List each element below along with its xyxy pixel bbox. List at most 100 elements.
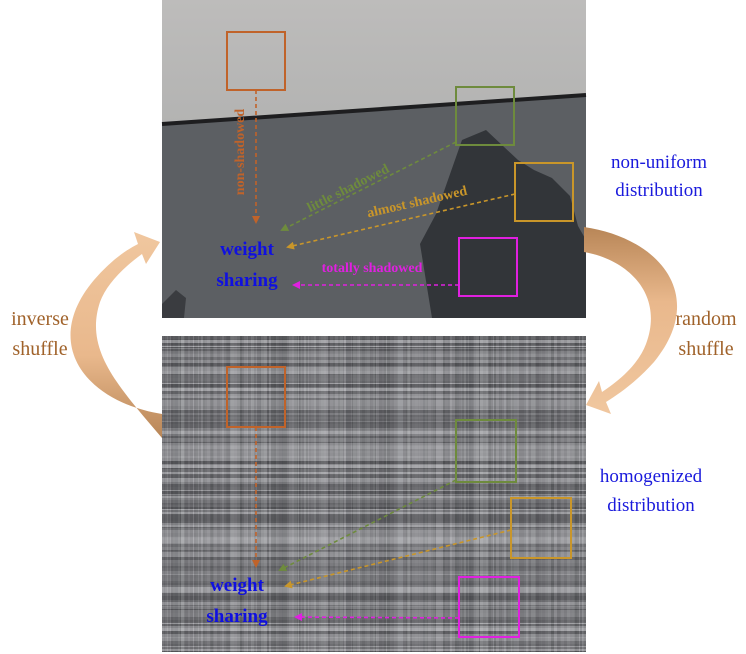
noise-row bbox=[162, 552, 586, 554]
noise-row bbox=[162, 461, 586, 464]
noise-row bbox=[162, 533, 586, 536]
noise-row bbox=[162, 543, 586, 544]
noise-row bbox=[162, 538, 586, 540]
noise-row bbox=[162, 479, 586, 482]
noise-row bbox=[162, 528, 586, 530]
noise-row bbox=[162, 354, 586, 357]
noise-row bbox=[162, 336, 586, 339]
noise-row bbox=[162, 420, 586, 421]
noise-row bbox=[162, 410, 586, 413]
noise-row bbox=[162, 465, 586, 468]
noise-row bbox=[162, 566, 586, 568]
noise-row bbox=[162, 398, 586, 400]
noise-row bbox=[162, 592, 586, 593]
noise-row bbox=[162, 557, 586, 560]
noise-row bbox=[162, 629, 586, 631]
noise-row bbox=[162, 496, 586, 498]
little-shadowed-box bbox=[455, 86, 515, 146]
sharing-label-bottom: sharing bbox=[206, 606, 268, 627]
noise-row bbox=[162, 388, 586, 391]
noise-row bbox=[162, 484, 586, 487]
noise-row bbox=[162, 403, 586, 406]
noise-row bbox=[162, 472, 586, 474]
noise-row bbox=[162, 602, 586, 605]
non-uniform-label: non-uniform bbox=[611, 152, 707, 173]
noise-row bbox=[162, 503, 586, 504]
noise-row bbox=[162, 634, 586, 637]
noise-row bbox=[162, 510, 586, 512]
shuffled-stripes bbox=[162, 336, 586, 652]
noise-row bbox=[162, 571, 586, 574]
noise-row bbox=[162, 574, 586, 575]
noise-row bbox=[162, 544, 586, 545]
noise-row bbox=[162, 609, 586, 610]
noise-row bbox=[162, 560, 586, 563]
noise-row bbox=[162, 415, 586, 417]
noise-row bbox=[162, 536, 586, 537]
noise-row bbox=[162, 523, 586, 525]
noise-row bbox=[162, 507, 586, 509]
noise-row bbox=[162, 509, 586, 510]
noise-row bbox=[162, 620, 586, 622]
random-shuffle-curved-arrow bbox=[584, 227, 678, 414]
noise-row bbox=[162, 353, 586, 354]
noise-row bbox=[162, 346, 586, 347]
noise-row bbox=[162, 647, 586, 648]
noise-row bbox=[162, 363, 586, 366]
noise-row bbox=[162, 396, 586, 398]
noise-row bbox=[162, 474, 586, 475]
noise-row bbox=[162, 422, 586, 424]
noise-row bbox=[162, 343, 586, 345]
distribution-label-bottom: distribution bbox=[607, 495, 695, 516]
noise-row bbox=[162, 624, 586, 626]
noise-row bbox=[162, 578, 586, 581]
little-shadowed-arrow-shuffled bbox=[278, 479, 457, 571]
noise-row bbox=[162, 378, 586, 381]
noise-row bbox=[162, 394, 586, 396]
noise-row bbox=[162, 348, 586, 349]
noise-row bbox=[162, 456, 586, 458]
noise-row bbox=[162, 554, 586, 557]
noise-row bbox=[162, 648, 586, 649]
noise-row bbox=[162, 581, 586, 583]
noise-row bbox=[162, 547, 586, 550]
sharing-label-top: sharing bbox=[216, 270, 278, 291]
random-label: random bbox=[675, 308, 737, 330]
noise-row bbox=[162, 383, 586, 384]
shadow-region bbox=[420, 130, 586, 318]
noise-row bbox=[162, 427, 586, 428]
shadow-corner bbox=[162, 290, 186, 318]
noise-row bbox=[162, 530, 586, 533]
shadow-photo-panel: non-shadowed little shadowed almost shad… bbox=[161, 0, 587, 318]
noise-row bbox=[162, 618, 586, 620]
noise-row bbox=[162, 550, 586, 551]
weight-label-top: weight bbox=[220, 239, 275, 260]
noise-row bbox=[162, 585, 586, 587]
noise-row bbox=[162, 431, 586, 434]
inverse-shuffle-curved-arrow bbox=[70, 232, 162, 438]
noise-row bbox=[162, 367, 586, 369]
noise-row bbox=[162, 413, 586, 415]
roof-edge-line bbox=[161, 93, 587, 126]
noise-row bbox=[162, 352, 586, 353]
noise-row bbox=[162, 505, 586, 507]
noise-row bbox=[162, 537, 586, 538]
noise-row bbox=[162, 419, 586, 420]
noise-row bbox=[162, 515, 586, 518]
noise-row bbox=[162, 593, 586, 596]
almost-shadowed-box-shuffled bbox=[510, 497, 572, 559]
noise-row bbox=[162, 568, 586, 571]
noise-row bbox=[162, 349, 586, 351]
noise-row bbox=[162, 451, 586, 453]
noise-row bbox=[162, 638, 586, 641]
noise-row bbox=[162, 649, 586, 651]
noise-row bbox=[162, 475, 586, 478]
noise-row bbox=[162, 514, 586, 515]
noise-row bbox=[162, 551, 586, 552]
noise-row bbox=[162, 637, 586, 638]
noise-row bbox=[162, 409, 586, 410]
totally-shadowed-arrow-shuffled bbox=[294, 613, 460, 622]
noise-row bbox=[162, 641, 586, 644]
noise-row bbox=[162, 494, 586, 495]
